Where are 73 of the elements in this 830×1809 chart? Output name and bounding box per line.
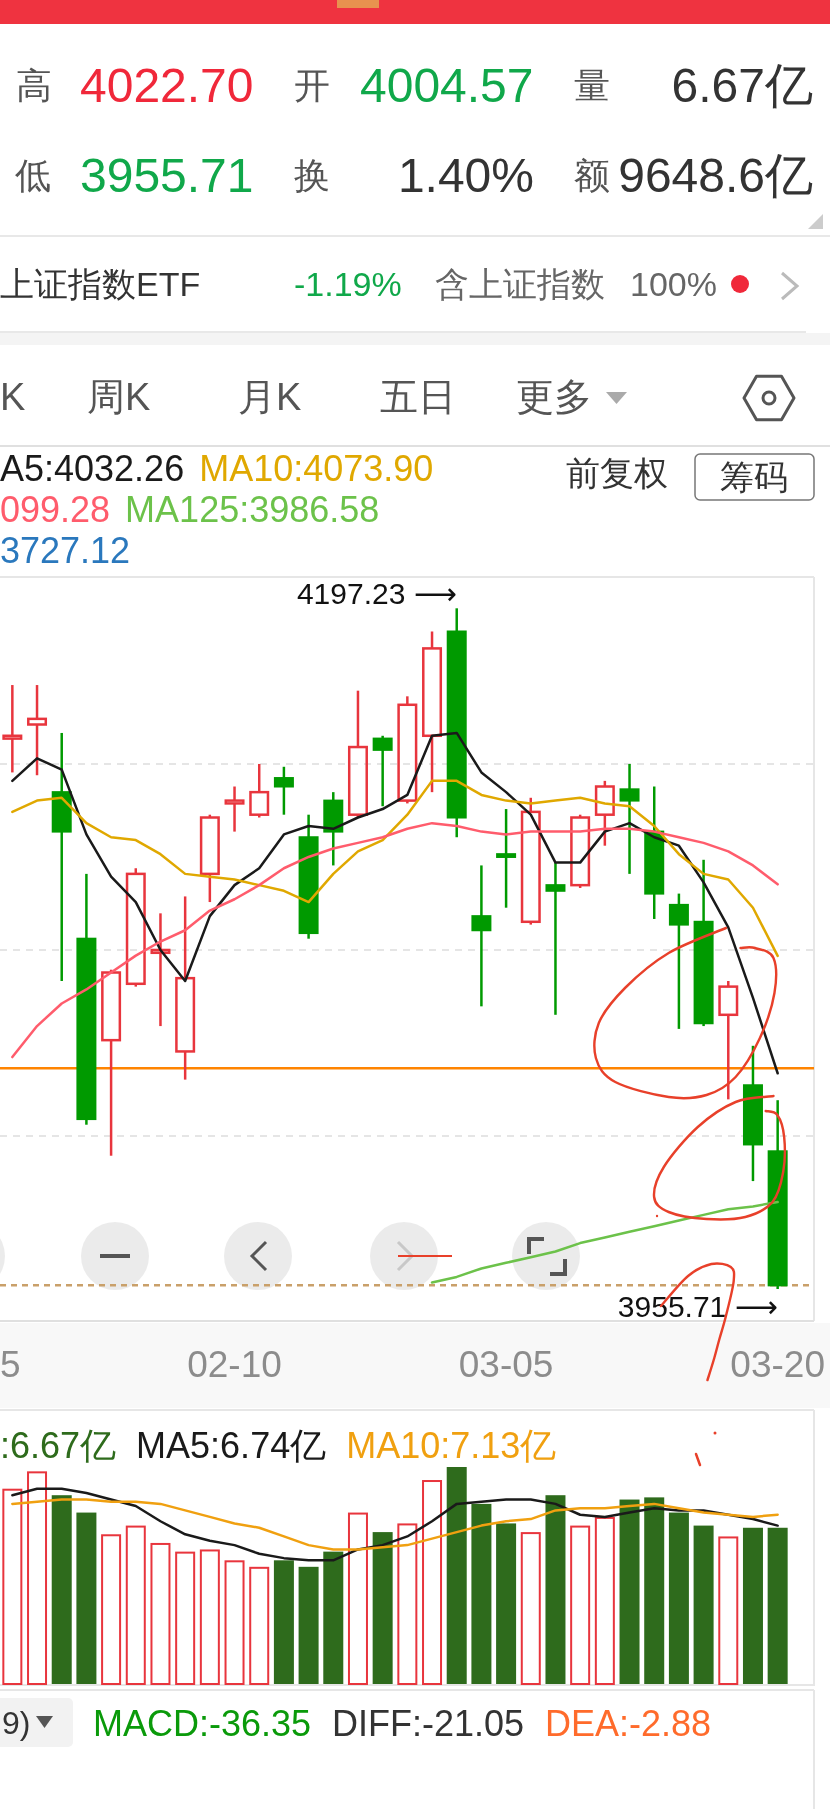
bar xyxy=(545,1495,566,1684)
series-label: MA5:6.74亿 xyxy=(136,1424,327,1466)
text: 上证指数ETF xyxy=(0,265,201,303)
legend-label: 3727.12 xyxy=(0,529,131,571)
text: 3955.71 xyxy=(80,148,254,202)
text: 含上证指数 xyxy=(435,265,605,303)
bar xyxy=(422,1480,443,1685)
bar xyxy=(767,1527,788,1684)
text: 9) xyxy=(2,1705,31,1741)
bar xyxy=(224,1560,245,1685)
bar xyxy=(347,1512,368,1685)
text: MACD:-36.35 xyxy=(93,1702,312,1744)
text: 换 xyxy=(294,154,330,196)
x-tick-label: 02-10 xyxy=(187,1343,282,1385)
text: 额 xyxy=(574,154,610,196)
bar xyxy=(496,1523,517,1684)
bar xyxy=(298,1566,319,1684)
bar xyxy=(471,1503,492,1684)
bar xyxy=(323,1551,344,1684)
annotation: 3955.71 ⟶ xyxy=(617,1289,778,1323)
text: 9648.6亿 xyxy=(618,148,813,202)
text: 高 xyxy=(16,64,52,106)
text: A5:4032.26 xyxy=(0,447,185,489)
text: MA10:4073.90 xyxy=(199,447,434,489)
bar xyxy=(372,1532,393,1684)
bar xyxy=(742,1527,763,1684)
bar xyxy=(249,1566,270,1685)
bar xyxy=(76,1512,97,1684)
text: 周K xyxy=(87,376,151,418)
bar xyxy=(51,1495,72,1684)
bar xyxy=(199,1549,220,1685)
bar xyxy=(150,1542,171,1685)
bar xyxy=(520,1532,541,1685)
text: 1.40% xyxy=(397,148,534,202)
text: 五日 xyxy=(380,376,456,418)
text: -1.19% xyxy=(294,265,402,303)
text: 量 xyxy=(574,64,610,106)
text: 4022.70 xyxy=(80,58,254,112)
x-tick-label: 03-20 xyxy=(730,1343,825,1385)
series-label: MA10:7.13亿 xyxy=(346,1424,557,1466)
text: 更多 xyxy=(516,376,592,418)
bar xyxy=(570,1525,591,1685)
text: :6.67亿 xyxy=(0,1424,117,1466)
text: 月K xyxy=(238,376,302,418)
bar xyxy=(446,1467,467,1684)
text: 6.67亿 xyxy=(671,58,813,112)
bar xyxy=(397,1523,418,1685)
bar xyxy=(101,1534,122,1685)
text: MA125:3986.58 xyxy=(125,488,380,530)
text: DIFF:-21.05 xyxy=(332,1702,525,1744)
text: 100% xyxy=(630,265,717,303)
text: K xyxy=(0,376,26,418)
text: 前复权 xyxy=(566,454,668,492)
bar xyxy=(2,1488,23,1685)
bar xyxy=(644,1497,665,1684)
bar xyxy=(693,1525,714,1684)
bar xyxy=(125,1525,146,1685)
text: 4004.57 xyxy=(360,58,534,112)
bar xyxy=(668,1512,689,1684)
bar xyxy=(175,1551,196,1685)
bar xyxy=(273,1560,294,1684)
text: 099.28 xyxy=(0,488,111,530)
annotation: 4197.23 ⟶ xyxy=(296,576,457,610)
bar xyxy=(619,1499,640,1684)
text: 低 xyxy=(15,154,51,196)
text: 筹码 xyxy=(720,458,788,496)
text: DEA:-2.88 xyxy=(545,1702,712,1744)
text: 开 xyxy=(294,64,330,106)
text: 5 xyxy=(0,1343,21,1385)
bar xyxy=(27,1471,48,1685)
bar xyxy=(594,1516,615,1685)
x-tick-label: 03-05 xyxy=(458,1343,554,1385)
bar xyxy=(718,1536,739,1685)
